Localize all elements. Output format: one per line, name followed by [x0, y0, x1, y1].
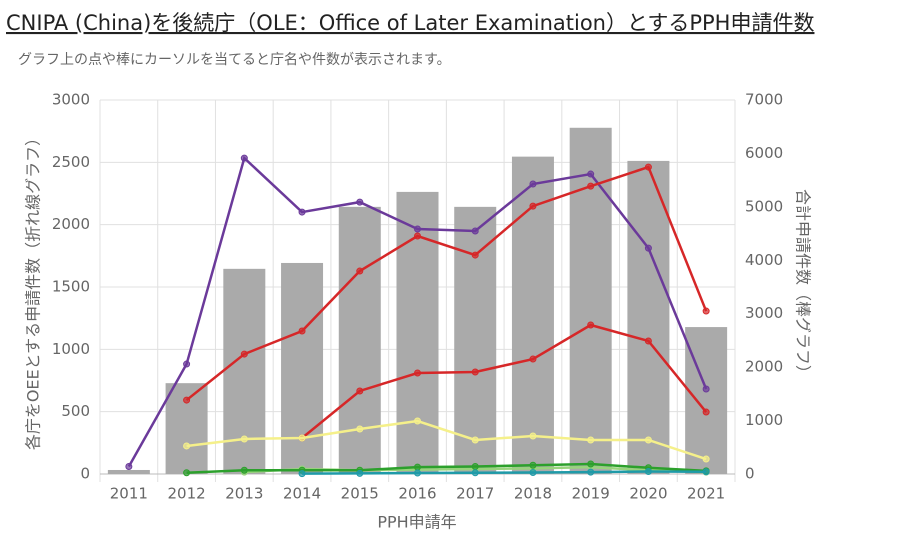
point — [644, 163, 652, 171]
bar — [107, 469, 150, 474]
line — [301, 323, 708, 439]
point — [471, 251, 479, 259]
point — [183, 469, 191, 477]
point — [702, 468, 710, 476]
point — [414, 469, 421, 477]
point — [414, 232, 421, 240]
point — [356, 469, 364, 477]
point — [471, 227, 479, 235]
x-tick-label: 2014 — [283, 485, 321, 503]
point — [644, 468, 652, 476]
x-tick-label: 2012 — [167, 485, 205, 503]
y2-tick-label: 2000 — [745, 358, 783, 376]
y2-tick-label: 0 — [745, 465, 755, 483]
y2-tick-label: 3000 — [745, 304, 783, 322]
line — [186, 462, 707, 475]
point — [471, 463, 479, 471]
x-tick-label: 2018 — [514, 485, 552, 503]
y2-tick-label: 1000 — [745, 411, 783, 429]
x-tick-label: 2016 — [398, 485, 436, 503]
point — [587, 468, 595, 476]
point — [529, 355, 537, 363]
point — [240, 154, 248, 162]
point — [587, 460, 595, 468]
point — [702, 385, 710, 393]
x-tick-label: 2017 — [456, 485, 494, 503]
point — [414, 463, 421, 471]
point — [702, 455, 710, 463]
point — [414, 369, 421, 377]
y2-axis-label: 合計申請件数（棒グラフ） — [794, 189, 813, 381]
point — [644, 337, 652, 345]
y-tick-label: 500 — [61, 402, 90, 420]
point — [298, 208, 306, 216]
point — [529, 469, 537, 477]
x-tick-label: 2019 — [572, 485, 610, 503]
point — [240, 435, 248, 443]
point — [240, 466, 248, 474]
y-tick-label: 3000 — [52, 91, 90, 109]
point — [471, 368, 479, 376]
y2-tick-label: 7000 — [745, 91, 783, 109]
x-tick-label: 2015 — [341, 485, 379, 503]
point — [356, 198, 364, 206]
bar — [627, 160, 670, 474]
chart-title: CNIPA (China)を後続庁（OLE：Office of Later Ex… — [6, 11, 814, 35]
point — [125, 463, 133, 471]
x-tick-label: 2011 — [110, 485, 148, 503]
point — [587, 182, 595, 190]
point — [644, 244, 652, 252]
point — [702, 307, 710, 315]
x-tick-label: 2013 — [225, 485, 263, 503]
point — [414, 225, 421, 233]
point — [702, 408, 710, 416]
point — [183, 442, 191, 450]
line — [186, 419, 707, 461]
line — [302, 470, 707, 475]
x-axis-label: PPH申請年 — [377, 513, 456, 532]
point — [529, 432, 537, 440]
point — [587, 321, 595, 329]
y-axis-label: 各庁をOEEとする申請件数（折れ線グラフ） — [24, 130, 43, 450]
x-tick-label: 2020 — [629, 485, 667, 503]
y-tick-label: 1000 — [52, 340, 90, 358]
bar — [223, 268, 266, 474]
point — [644, 436, 652, 444]
point — [529, 461, 537, 469]
x-tick-label: 2021 — [687, 485, 725, 503]
y-tick-label: 0 — [80, 465, 90, 483]
point — [529, 180, 537, 188]
point — [587, 170, 595, 178]
y-tick-label: 1500 — [52, 278, 90, 296]
point — [183, 396, 191, 404]
y2-tick-label: 5000 — [745, 197, 783, 215]
point — [587, 436, 595, 444]
y-tick-label: 2500 — [52, 153, 90, 171]
point — [471, 469, 479, 477]
point — [183, 360, 191, 368]
chart-subtitle: グラフ上の点や棒にカーソルを当てると庁名や件数が表示されます。 — [18, 52, 451, 68]
point — [529, 202, 537, 210]
point — [298, 327, 306, 335]
point — [414, 417, 421, 425]
bar — [338, 206, 381, 474]
point — [356, 387, 364, 395]
point — [471, 436, 479, 444]
point — [298, 470, 306, 478]
bar — [685, 327, 728, 474]
line — [185, 165, 708, 402]
point — [298, 434, 306, 442]
point — [356, 425, 364, 433]
bar — [281, 262, 324, 474]
y-tick-label: 2000 — [52, 215, 90, 233]
point — [356, 267, 364, 275]
point — [240, 350, 248, 358]
bar — [569, 127, 612, 474]
y2-tick-label: 6000 — [745, 144, 783, 162]
y2-tick-label: 4000 — [745, 251, 783, 269]
